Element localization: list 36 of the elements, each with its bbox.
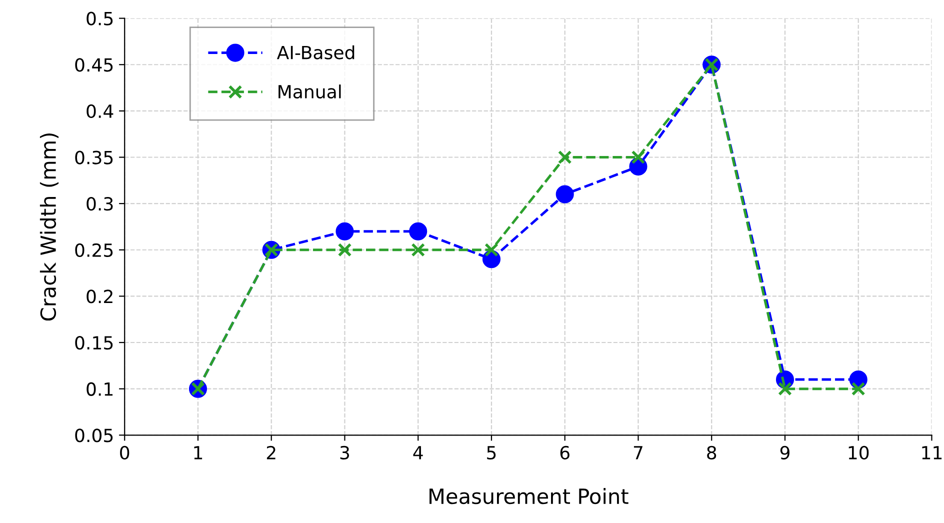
point bbox=[556, 185, 574, 204]
point bbox=[484, 242, 498, 257]
legend-label: AI-Based bbox=[276, 45, 354, 60]
x-tick-label: 2 bbox=[266, 446, 276, 460]
x-tick-label: 11 bbox=[922, 446, 942, 460]
x-tick-label: 9 bbox=[780, 446, 790, 460]
legend-label: Manual bbox=[278, 84, 341, 99]
y-tick-label: 0.35 bbox=[75, 150, 113, 164]
x-tick-label: 4 bbox=[413, 446, 423, 460]
x-tick-label: 8 bbox=[707, 446, 716, 460]
y-axis-title: Crack Width (mm) bbox=[40, 134, 59, 321]
point bbox=[411, 242, 426, 257]
point bbox=[631, 150, 646, 164]
y-tick-label: 0.1 bbox=[86, 382, 113, 396]
y-tick-label: 0.4 bbox=[86, 104, 114, 118]
y-tick-label: 0.05 bbox=[75, 428, 113, 442]
x-tick-label: 5 bbox=[487, 446, 496, 460]
point bbox=[558, 150, 572, 164]
y-tick-label: 0.3 bbox=[86, 197, 113, 211]
y-tick-label: 0.25 bbox=[75, 243, 113, 257]
y-tick-label: 0.2 bbox=[86, 290, 112, 304]
point bbox=[409, 222, 428, 240]
x-tick-label: 6 bbox=[560, 446, 570, 460]
x-tick-label: 1 bbox=[194, 446, 202, 460]
y-tick-label: 0.5 bbox=[86, 12, 113, 26]
x-axis-title: Measurement Point bbox=[430, 488, 628, 504]
point bbox=[338, 242, 352, 257]
point bbox=[778, 382, 792, 396]
y-tick-label: 0.45 bbox=[75, 58, 113, 72]
y-tick-label: 0.15 bbox=[75, 336, 113, 350]
x-tick-label: 7 bbox=[634, 446, 642, 460]
x-tick-label: 3 bbox=[340, 446, 350, 460]
x-tick-label: 0 bbox=[120, 446, 130, 460]
x-tick-label: 10 bbox=[848, 446, 869, 460]
point bbox=[851, 382, 866, 396]
point bbox=[336, 222, 354, 240]
